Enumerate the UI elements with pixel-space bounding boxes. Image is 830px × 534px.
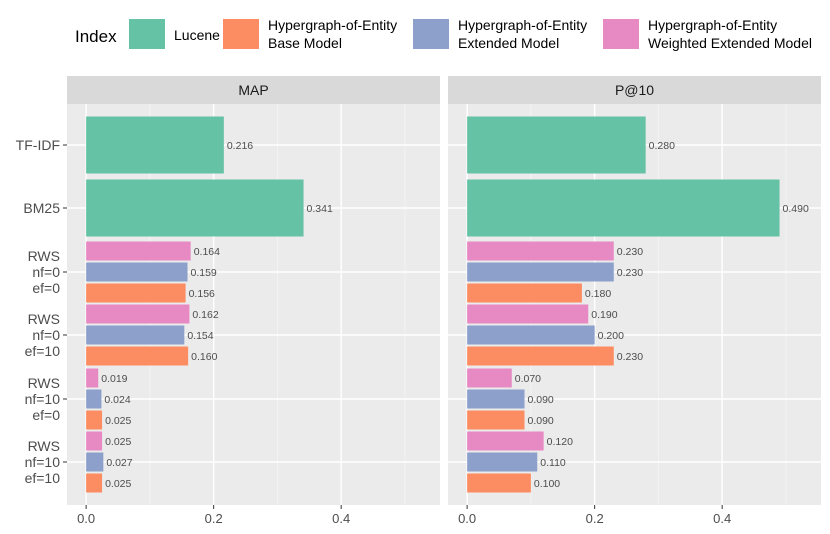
bar-value-label: 0.025	[105, 415, 131, 427]
bar-value-label: 0.230	[617, 267, 643, 279]
panel-title: P@10	[615, 82, 654, 98]
bar-value-label: 0.024	[104, 394, 130, 406]
bar-extended	[467, 325, 595, 345]
bar-weighted	[86, 304, 190, 324]
bar-value-label: 0.160	[191, 351, 217, 363]
bar-base	[86, 410, 103, 430]
bar-weighted	[467, 241, 614, 261]
y-tick-label: ef=10	[25, 343, 61, 359]
y-tick-label: nf=10	[25, 391, 61, 407]
bar-value-label: 0.100	[534, 478, 560, 490]
legend: Index Lucene Hypergraph-of-Entity Base Mode…	[75, 17, 812, 51]
bar-value-label: 0.230	[617, 351, 643, 363]
bar-value-label: 0.341	[307, 203, 333, 215]
y-tick-label: BM25	[23, 200, 60, 216]
legend-key-base	[223, 19, 259, 49]
bar-extended	[86, 452, 104, 472]
x-tick-label: 0.4	[332, 511, 350, 526]
legend-title: Index	[75, 27, 117, 46]
legend-key-extended	[413, 19, 449, 49]
bar-value-label: 0.164	[194, 246, 220, 258]
bar-lucene	[467, 179, 780, 237]
legend-label: Hypergraph-of-Entity	[268, 17, 397, 33]
y-tick-label: ef=10	[25, 470, 61, 486]
panel-strip	[67, 76, 440, 104]
bar-value-label: 0.156	[189, 288, 215, 300]
bar-weighted	[86, 368, 99, 388]
bar-extended	[467, 452, 538, 472]
legend-label: Hypergraph-of-Entity	[458, 17, 587, 33]
bar-lucene	[86, 116, 224, 174]
bar-value-label: 0.180	[585, 288, 611, 300]
y-tick-label: RWS	[28, 248, 60, 264]
legend-key-weighted	[603, 19, 639, 49]
bar-weighted	[467, 368, 512, 388]
x-tick-label: 0.0	[77, 511, 95, 526]
bar-value-label: 0.110	[540, 457, 566, 469]
x-tick-label: 0.2	[205, 511, 223, 526]
bar-lucene	[86, 179, 304, 237]
y-tick-label: ef=0	[32, 280, 60, 296]
bar-extended	[86, 325, 185, 345]
legend-label: Base Model	[268, 35, 342, 51]
legend-label: Weighted Extended Model	[648, 35, 812, 51]
bar-base	[86, 346, 189, 366]
bar-extended	[467, 389, 525, 409]
bar-value-label: 0.230	[617, 246, 643, 258]
bar-value-label: 0.216	[227, 140, 253, 152]
bar-value-label: 0.162	[192, 309, 218, 321]
legend-key-lucene	[129, 19, 165, 49]
panel-strip	[448, 76, 821, 104]
bar-lucene	[467, 116, 646, 174]
legend-label: Hypergraph-of-Entity	[648, 17, 777, 33]
legend-label: Extended Model	[458, 35, 559, 51]
bar-base	[86, 473, 103, 493]
x-tick-label: 0.2	[586, 511, 604, 526]
y-tick-label: TF-IDF	[16, 137, 60, 153]
panel-title: MAP	[238, 82, 268, 98]
bar-value-label: 0.090	[528, 394, 554, 406]
bar-value-label: 0.090	[528, 415, 554, 427]
bar-base	[467, 473, 531, 493]
y-tick-label: RWS	[28, 311, 60, 327]
bar-weighted	[86, 241, 191, 261]
bar-base	[467, 410, 525, 430]
bar-value-label: 0.159	[191, 267, 217, 279]
bar-value-label: 0.490	[783, 203, 809, 215]
y-tick-label: nf=0	[32, 264, 60, 280]
bar-value-label: 0.200	[598, 330, 624, 342]
panel-p10: P@10 0.280 0.490 0.230 0.230 0.180 0.190 0.200 0…	[448, 76, 821, 526]
bar-base	[467, 283, 582, 303]
bar-value-label: 0.027	[106, 457, 132, 469]
bar-value-label: 0.154	[187, 330, 213, 342]
x-tick-label: 0.0	[458, 511, 476, 526]
y-axis: TF-IDFBM25RWSnf=0ef=0RWSnf=0ef=10RWSnf=1…	[16, 137, 67, 486]
bar-weighted	[467, 431, 544, 451]
y-tick-label: RWS	[28, 375, 60, 391]
y-tick-label: ef=0	[32, 407, 60, 423]
bar-value-label: 0.070	[515, 373, 541, 385]
panel-map: MAP 0.216 0.341 0.164 0.159 0.156 0.162 0.154 0.…	[67, 76, 440, 526]
bar-value-label: 0.019	[101, 373, 127, 385]
legend-label: Lucene	[174, 27, 220, 43]
bar-extended	[86, 262, 188, 282]
y-tick-label: nf=0	[32, 327, 60, 343]
bar-weighted	[86, 431, 103, 451]
bar-value-label: 0.190	[591, 309, 617, 321]
bar-weighted	[467, 304, 589, 324]
x-tick-label: 0.4	[713, 511, 731, 526]
bar-base	[86, 283, 186, 303]
bar-base	[467, 346, 614, 366]
y-tick-label: RWS	[28, 438, 60, 454]
y-tick-label: nf=10	[25, 454, 61, 470]
facet-panels: MAP 0.216 0.341 0.164 0.159 0.156 0.162 0.154 0.…	[67, 76, 821, 526]
bar-value-label: 0.280	[649, 140, 675, 152]
bar-value-label: 0.025	[105, 478, 131, 490]
bar-value-label: 0.120	[547, 436, 573, 448]
bar-extended	[467, 262, 614, 282]
bar-extended	[86, 389, 102, 409]
bar-value-label: 0.025	[105, 436, 131, 448]
